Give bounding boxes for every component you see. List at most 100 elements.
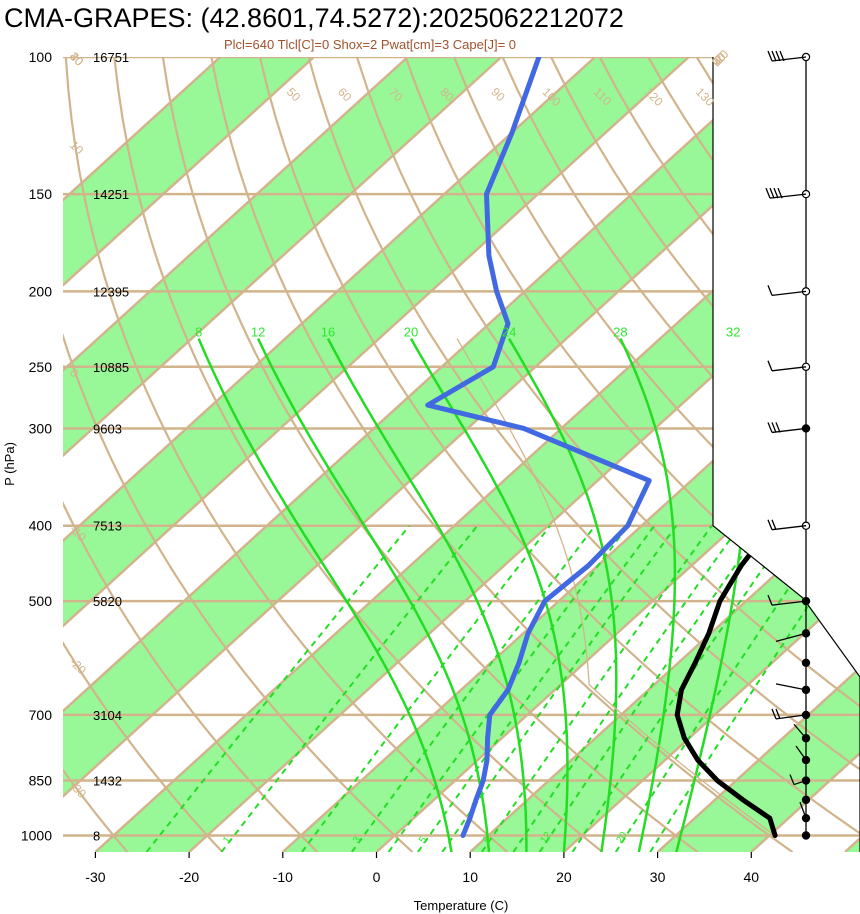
pressure-tick-label: 850 bbox=[29, 773, 53, 789]
dry-adiabat bbox=[63, 57, 224, 852]
line-labels: 50 60 70 80 90 100 110 120 130403020100-10-20-30… bbox=[67, 47, 741, 846]
isotherm-line bbox=[63, 57, 222, 852]
moist-adiabat bbox=[619, 338, 677, 852]
mixing-ratio-line bbox=[351, 525, 596, 852]
mixing-ratio-line bbox=[481, 525, 713, 852]
dry-adiabat bbox=[307, 57, 860, 852]
wind-barb-shaft bbox=[771, 366, 807, 372]
dry-adiabat bbox=[355, 57, 860, 852]
wind-barb-flag bbox=[777, 187, 783, 199]
pressure-tick-label: 300 bbox=[29, 420, 53, 436]
isotherm-bands bbox=[63, 57, 860, 852]
wind-level-marker bbox=[801, 831, 811, 840]
isotherm-line bbox=[63, 57, 409, 852]
isotherm-line bbox=[63, 57, 784, 852]
height-label: 3104 bbox=[93, 708, 122, 723]
isotherm-line bbox=[63, 57, 315, 852]
wind-barb-shaft bbox=[771, 56, 807, 62]
wind-barb-flag bbox=[771, 50, 777, 62]
moist-adiabat-label: 8 bbox=[195, 325, 202, 340]
wind-barb-flag bbox=[771, 519, 777, 530]
moist-adiabat bbox=[508, 337, 618, 852]
height-label: 8 bbox=[93, 829, 100, 844]
wind-barb-flag bbox=[767, 50, 773, 62]
parcel-path bbox=[456, 338, 776, 837]
height-label: 7513 bbox=[93, 519, 122, 534]
wind-barb-shaft bbox=[771, 427, 807, 434]
mixing-ratio-label: 3 bbox=[351, 834, 363, 845]
mixing-ratio-line bbox=[649, 525, 860, 852]
plot-border bbox=[712, 57, 860, 852]
dry-adiabat bbox=[63, 57, 129, 852]
moist-adiabat bbox=[256, 338, 491, 852]
pressure-tick-label: 700 bbox=[29, 707, 53, 723]
x-tick-label: 30 bbox=[650, 869, 666, 885]
wind-barb-flag bbox=[767, 422, 773, 433]
height-label: 10885 bbox=[93, 360, 129, 375]
moist-adiabat-label: 32 bbox=[726, 325, 740, 340]
moist-adiabat-label: 16 bbox=[321, 325, 335, 340]
dry-adiabat-label: 90 bbox=[488, 85, 508, 105]
dry-adiabat bbox=[161, 57, 699, 852]
wind-level-marker bbox=[801, 795, 811, 805]
wind-barb-flag bbox=[773, 187, 779, 199]
mixing-ratio-label: 1 bbox=[221, 834, 233, 845]
dry-adiabat-label: 60 bbox=[335, 85, 355, 105]
moist-adiabat-label: 28 bbox=[613, 325, 627, 340]
chart-subtitle: Plcl=640 Tlcl[C]=0 Shox=2 Pwat[cm]=3 Cap… bbox=[224, 37, 516, 52]
plot-border-line bbox=[712, 57, 860, 852]
wind-barb-shaft bbox=[775, 632, 807, 643]
dry-adiabat-label: 10 bbox=[67, 138, 87, 158]
wind-level-marker bbox=[801, 658, 811, 667]
moist-adiabat-label: 24 bbox=[502, 325, 516, 340]
x-tick-label: 0 bbox=[373, 869, 381, 885]
wind-barb-shaft bbox=[793, 723, 807, 739]
height-label: 16751 bbox=[93, 50, 129, 65]
height-label: 14251 bbox=[93, 187, 129, 202]
wind-barb-flag bbox=[779, 50, 785, 62]
isotherm-band bbox=[63, 57, 314, 852]
dewpoint-line bbox=[425, 57, 652, 838]
height-label: 9603 bbox=[93, 421, 122, 436]
wind-level-marker bbox=[801, 813, 811, 823]
wind-barb-shaft bbox=[793, 779, 807, 786]
moist-adiabat-label: 20 bbox=[404, 325, 418, 340]
height-label: 1432 bbox=[93, 774, 122, 789]
wind-barb-flag bbox=[767, 285, 773, 296]
x-tick-label: 10 bbox=[462, 869, 478, 885]
pressure-tick-label: 100 bbox=[29, 49, 53, 65]
wind-barb-shaft bbox=[775, 683, 807, 691]
pressure-tick-label: 250 bbox=[29, 359, 53, 375]
wind-barb-shaft bbox=[795, 745, 807, 761]
mixing-ratio-label: 8 bbox=[481, 834, 493, 845]
isotherm-line bbox=[63, 57, 503, 852]
mixing-ratio-line bbox=[387, 525, 629, 852]
x-tick-label: -30 bbox=[85, 869, 105, 885]
chart-title: CMA-GRAPES: (42.8601,74.5272):2025062212… bbox=[4, 3, 624, 33]
pressure-tick-label: 400 bbox=[29, 518, 53, 534]
dry-adiabat bbox=[210, 57, 794, 852]
wind-barb-flag bbox=[767, 360, 773, 372]
dry-adiabat bbox=[63, 57, 414, 852]
dry-adiabat-label: -20 bbox=[67, 655, 89, 677]
wind-barb-shaft bbox=[771, 600, 807, 606]
x-tick-label: -20 bbox=[179, 869, 199, 885]
wind-barb-flag bbox=[775, 422, 781, 433]
height-label: 12395 bbox=[93, 284, 129, 299]
wind-barb-flag bbox=[765, 187, 771, 199]
wind-barb-shaft bbox=[775, 714, 807, 720]
dry-adiabat bbox=[113, 57, 604, 852]
isotherm-line bbox=[63, 57, 690, 852]
mixing-ratio-line bbox=[441, 525, 678, 852]
x-axis-label: Temperature (C) bbox=[414, 898, 509, 913]
wind-barb-shaft bbox=[771, 525, 807, 531]
height-label: 5820 bbox=[93, 594, 122, 609]
pressure-tick-label: 1000 bbox=[21, 828, 52, 844]
mixing-ratio-line bbox=[538, 525, 765, 852]
x-tick-label: -10 bbox=[273, 869, 293, 885]
wind-barb-flag bbox=[771, 708, 777, 720]
dry-adiabat bbox=[64, 57, 509, 852]
isotherm-band bbox=[63, 57, 689, 852]
parcel-line bbox=[456, 338, 776, 837]
